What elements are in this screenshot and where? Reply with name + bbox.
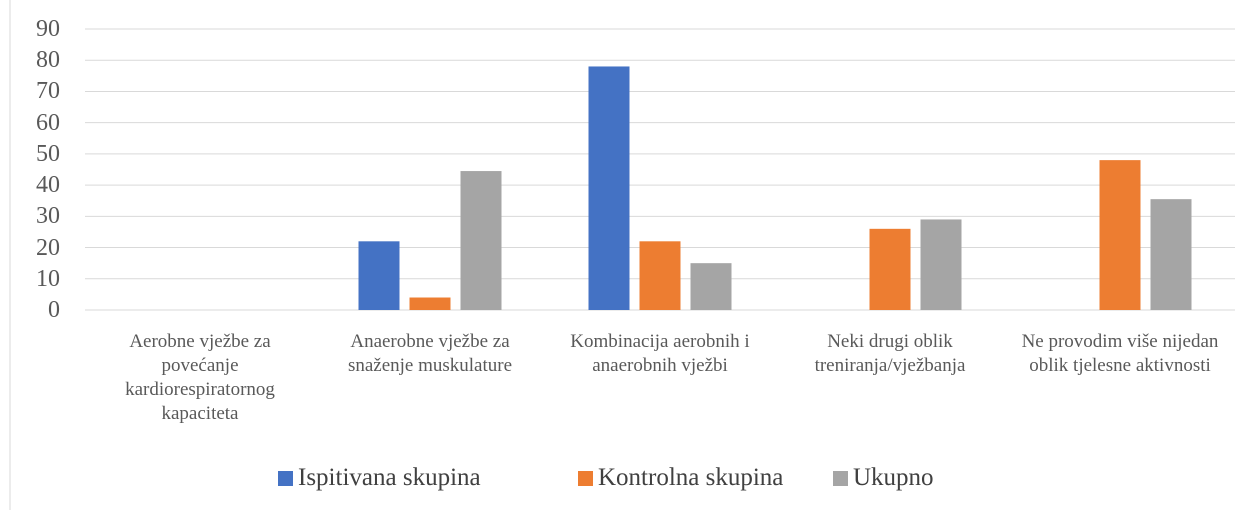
legend-swatch bbox=[278, 471, 293, 486]
bar bbox=[460, 171, 502, 310]
bar bbox=[690, 263, 732, 310]
bar bbox=[920, 219, 962, 310]
x-tick-label: Neki drugi oblik treniranja/vježbanja bbox=[814, 331, 966, 376]
y-tick-label: 0 bbox=[48, 297, 60, 323]
legend-label: Ispitivana skupina bbox=[298, 464, 481, 491]
legend-label: Kontrolna skupina bbox=[598, 464, 784, 491]
x-tick-label: Anaerobne vježbe za snaženje muskulature bbox=[347, 331, 513, 376]
y-tick-label: 10 bbox=[36, 265, 60, 292]
legend-label: Ukupno bbox=[853, 464, 934, 491]
bar bbox=[1099, 160, 1141, 310]
x-tick-label: Kombinacija aerobnih i anaerobnih vježbi bbox=[570, 331, 750, 376]
bar bbox=[639, 241, 681, 310]
x-tick-label: Ne provodim više nijedan oblik tjelesne … bbox=[1021, 331, 1219, 376]
legend-swatch bbox=[833, 471, 848, 486]
bar bbox=[1150, 199, 1192, 310]
bar bbox=[869, 228, 911, 310]
y-tick-label: 20 bbox=[36, 234, 60, 261]
y-tick-label: 50 bbox=[36, 140, 60, 167]
legend-swatch bbox=[578, 471, 593, 486]
y-tick-label: 60 bbox=[36, 109, 60, 136]
x-tick-label: Aerobne vježbe za povećanje kardiorespir… bbox=[125, 331, 275, 424]
y-tick-label: 40 bbox=[36, 172, 60, 199]
bar bbox=[588, 66, 630, 310]
y-tick-label: 80 bbox=[36, 47, 60, 74]
y-tick-label: 90 bbox=[36, 16, 60, 42]
bar bbox=[409, 297, 451, 310]
y-tick-label: 30 bbox=[36, 203, 60, 230]
y-tick-label: 70 bbox=[36, 78, 60, 105]
bar bbox=[358, 241, 400, 310]
